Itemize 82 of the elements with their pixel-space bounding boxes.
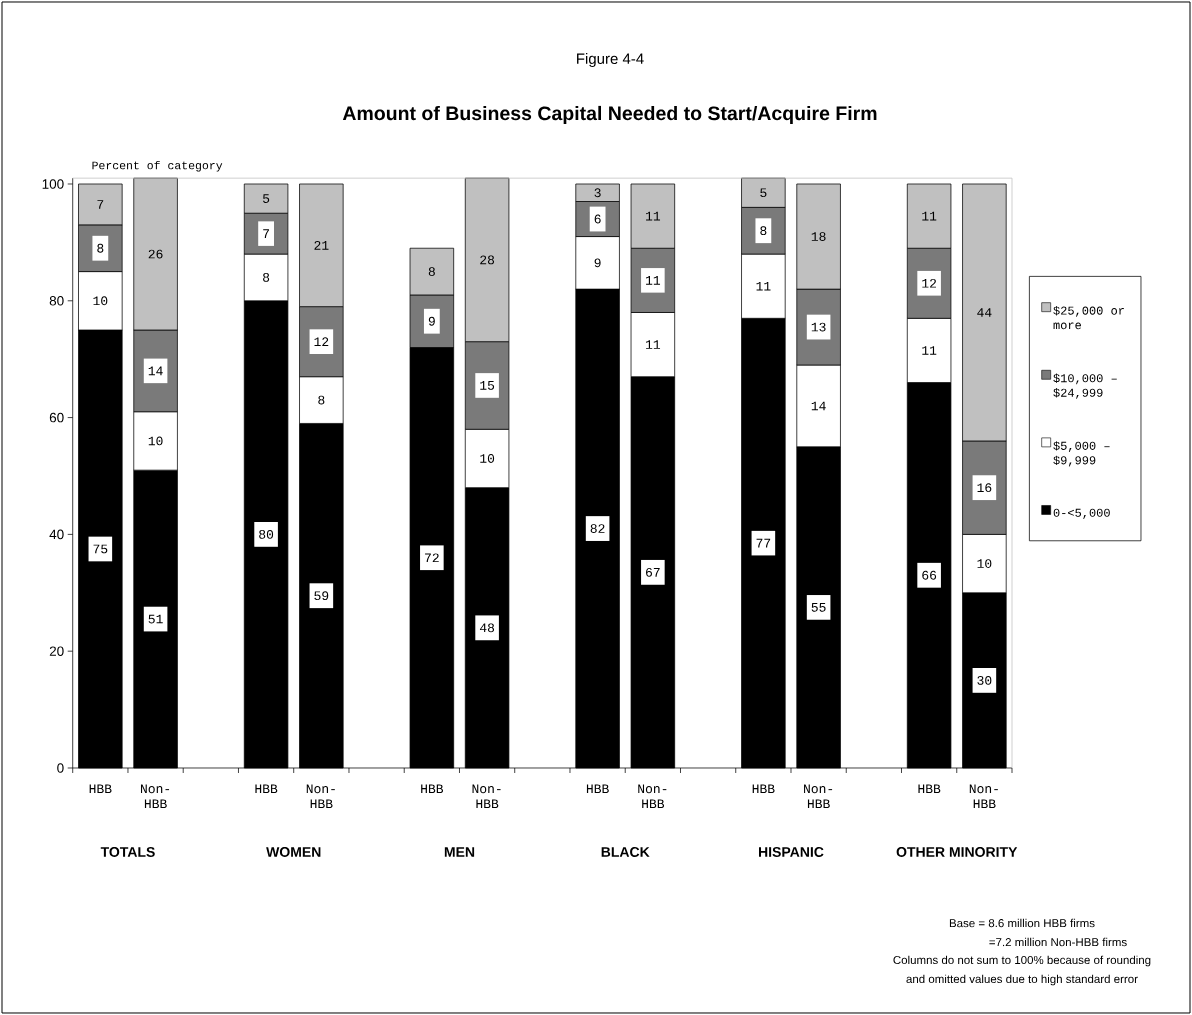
x-tick-label: HBB	[255, 784, 278, 794]
text: BLACK	[601, 847, 650, 857]
data-label: 51	[148, 614, 163, 624]
y-tick-label: 80	[49, 296, 64, 306]
data-label: 30	[977, 675, 992, 685]
data-label: 15	[480, 381, 495, 390]
data-label: 5	[760, 188, 767, 198]
data-label: 10	[93, 296, 108, 306]
data-label: 11	[646, 276, 661, 285]
legend-label: $5,000 – $9,999	[1053, 441, 1110, 467]
y-tick-label: 60	[49, 412, 64, 423]
text: and omitted values due to high standard error	[906, 974, 1138, 986]
text: TOTALS	[100, 847, 155, 857]
data-label: 77	[756, 538, 771, 548]
data-label: 28	[480, 255, 495, 265]
y-tick-label: 40	[49, 529, 64, 540]
y-tick-label: 100	[42, 179, 64, 189]
legend-label: $10,000 – $24,999	[1053, 373, 1117, 399]
data-label: 11	[922, 211, 937, 221]
data-label: 6	[594, 214, 601, 224]
data-label: 75	[93, 544, 108, 554]
data-label: 7	[97, 200, 104, 209]
data-label: 59	[314, 591, 329, 601]
x-tick-label: Non-HBB	[141, 784, 170, 809]
data-label: 9	[428, 316, 435, 326]
x-tick-label: HBB	[421, 784, 444, 794]
data-label: 18	[811, 232, 826, 241]
data-label: 12	[922, 278, 937, 288]
data-label: 7	[263, 229, 269, 238]
x-tick-label: Non-HBB	[804, 784, 833, 809]
text: Columns do not sum to 100% because of rounding	[893, 955, 1151, 967]
data-label: 44	[977, 308, 992, 317]
data-label: 11	[922, 346, 937, 355]
caption: Figure 4-4	[577, 53, 644, 67]
data-label: 10	[480, 454, 495, 463]
y-tick-label: 0	[57, 763, 64, 773]
x-tick-label: HBB	[89, 784, 112, 794]
data-label: 8	[760, 226, 767, 236]
data-label: 10	[977, 559, 992, 568]
data-label: 72	[425, 553, 439, 563]
y-tick-label: 20	[49, 646, 64, 656]
text: WOMEN	[266, 847, 321, 857]
data-label: 13	[811, 322, 826, 332]
data-label: 14	[148, 366, 163, 376]
data-label: 8	[97, 243, 104, 253]
x-tick-label: Non-HBB	[969, 784, 998, 809]
data-label: 82	[590, 524, 605, 533]
data-label: 26	[148, 249, 163, 259]
data-label: 8	[318, 395, 325, 405]
x-tick-label: Non-HBB	[306, 784, 335, 809]
x-tick-label: HBB	[752, 784, 775, 794]
data-label: 21	[314, 240, 329, 250]
x-tick-label: HBB	[918, 784, 941, 794]
x-tick-label: HBB	[586, 784, 609, 794]
text: OTHER MINORITY	[896, 847, 1018, 857]
data-label: 80	[259, 529, 274, 539]
data-label: 11	[646, 340, 661, 349]
x-tick-label: Non-HBB	[472, 784, 501, 809]
text: HISPANIC	[759, 847, 824, 857]
data-label: 9	[594, 258, 601, 268]
data-label: 67	[646, 567, 660, 577]
data-label: 10	[148, 436, 163, 446]
data-label: 11	[756, 281, 771, 291]
data-label: 14	[811, 401, 826, 411]
data-label: 66	[922, 570, 937, 580]
legend-label: $25,000 or more	[1053, 305, 1124, 330]
data-label: 5	[263, 194, 270, 203]
data-label: 8	[428, 267, 435, 276]
data-label: 16	[977, 483, 992, 493]
x-tick-label: Non-HBB	[638, 784, 667, 809]
legend-label: 0-<5,000	[1053, 508, 1110, 519]
data-label: 48	[479, 623, 495, 633]
text: Base = 8.6 million HBB firms	[949, 918, 1095, 928]
data-label: 11	[646, 211, 661, 221]
data-label: 55	[811, 603, 826, 612]
data-label: 3	[594, 188, 601, 198]
y-axis-title: Percent of category	[92, 160, 223, 172]
data-label: 12	[314, 337, 329, 347]
data-label: 8	[263, 273, 270, 282]
chart-title: Amount of Business Capital Needed to Start/Acquire Firm	[342, 105, 877, 125]
text: MEN	[444, 847, 475, 857]
text: =7.2 million Non-HBB firms	[989, 937, 1127, 947]
